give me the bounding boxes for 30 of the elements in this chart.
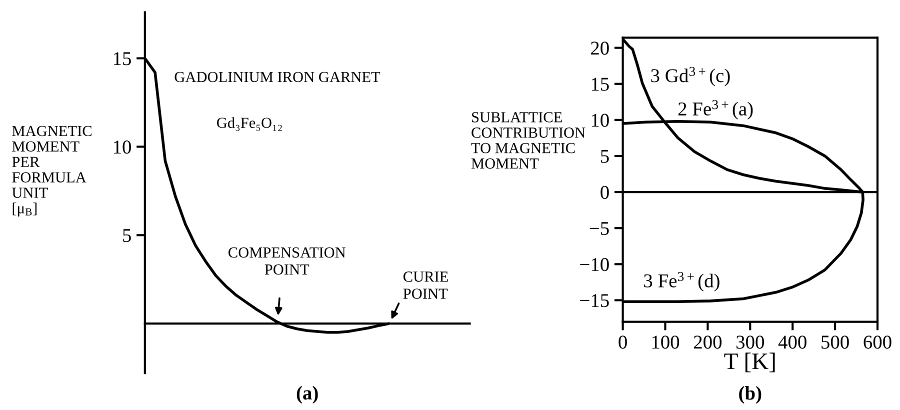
y-tick-label: 10 xyxy=(592,114,609,127)
series-label: 3 Fe$^{3+}$(d) xyxy=(644,272,720,292)
y-tick-label: 5 xyxy=(123,229,131,242)
y-tick-label: −5 xyxy=(590,222,609,236)
x-tick-label: 0 xyxy=(618,336,627,349)
x-tick-label: 200 xyxy=(694,336,722,349)
x-tick-label: 500 xyxy=(822,336,849,349)
annotation: CURIE POINT xyxy=(403,272,448,299)
annotation: COMPENSATION POINT xyxy=(228,247,346,275)
y-tick-label: 0 xyxy=(600,186,609,199)
series-label: 3 Gd$^{3+}$(c) xyxy=(651,66,730,86)
y-tick-label: 15 xyxy=(114,52,131,66)
y-axis-title: MAGNETIC MOMENT PER FORMULA UNIT [μ$_{B}$] xyxy=(12,126,92,217)
y-tick-label: −15 xyxy=(580,294,609,308)
y-tick-label: 20 xyxy=(591,42,609,55)
series-label: 2 Fe$^{3+}$(a) xyxy=(678,100,753,120)
y-tick-label: 5 xyxy=(601,150,609,163)
x-tick-label: 100 xyxy=(652,336,680,349)
x-tick-label: 300 xyxy=(736,336,764,349)
y-tick-label: 15 xyxy=(592,78,609,91)
x-axis-title: T [K] xyxy=(724,352,775,372)
x-tick-label: 400 xyxy=(778,336,806,349)
y-axis-title: SUBLATTICE CONTRIBUTION TO MAGNETIC MOMENT xyxy=(471,112,586,169)
x-tick-label: 600 xyxy=(864,336,892,349)
y-tick-label: 10 xyxy=(114,140,131,154)
text: (a) xyxy=(296,386,318,404)
annotation: GADOLINIUM IRON GARNET xyxy=(174,72,380,82)
annotation: Gd₃Fe₅O₁₂ xyxy=(217,117,282,131)
y-tick-label: −10 xyxy=(580,258,609,272)
text: (b) xyxy=(739,386,762,404)
